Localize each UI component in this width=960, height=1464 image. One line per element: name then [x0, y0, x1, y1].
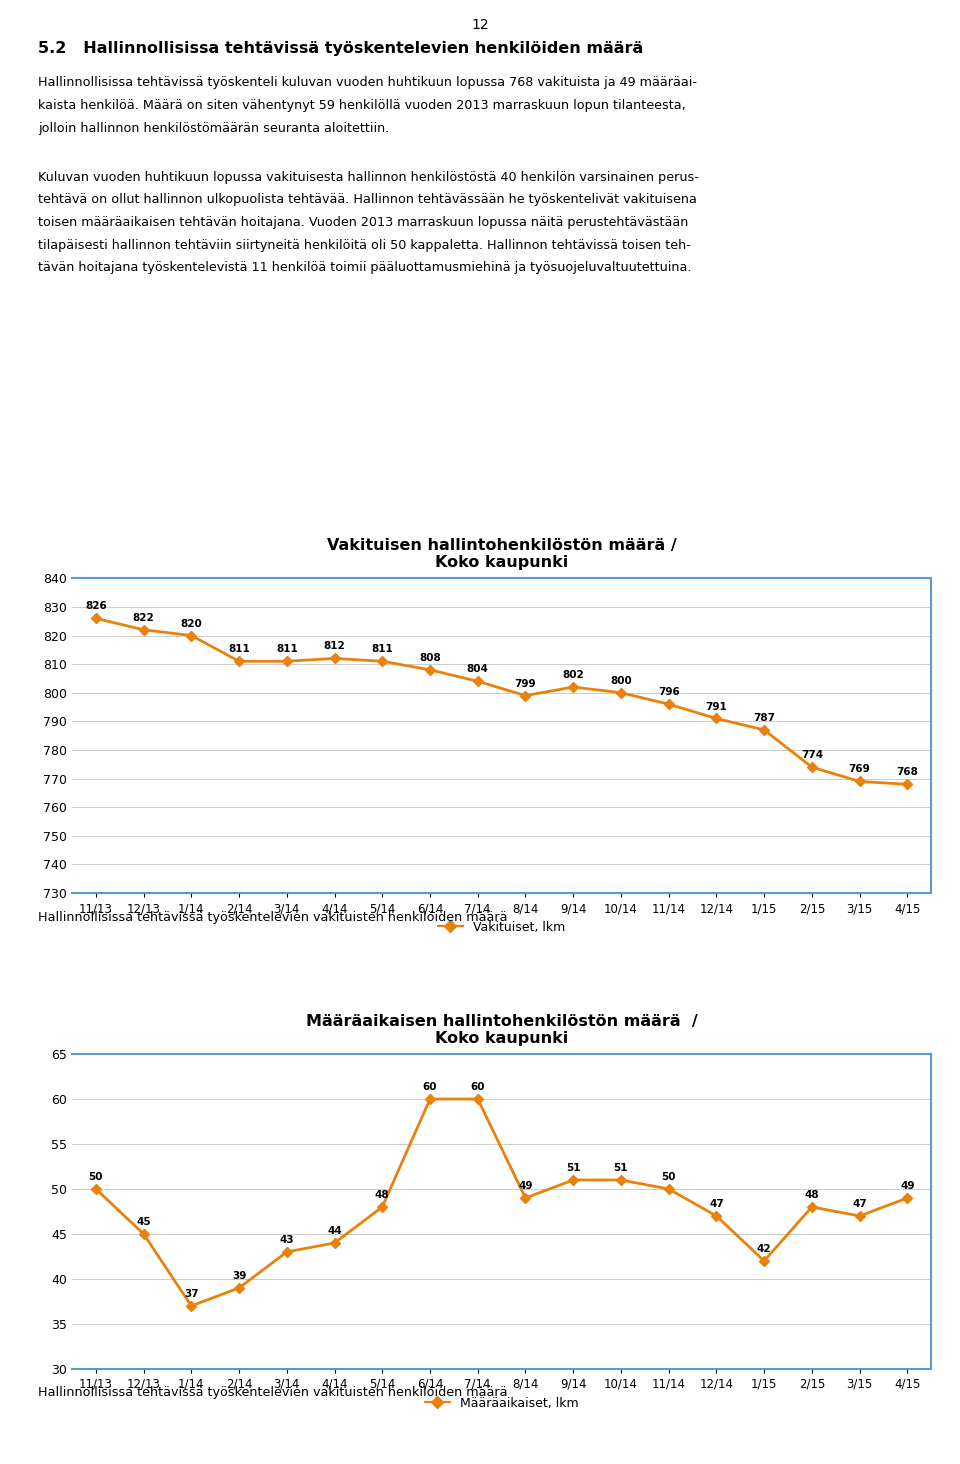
Text: 791: 791: [706, 701, 728, 712]
Text: 768: 768: [897, 767, 919, 777]
Text: 60: 60: [422, 1082, 437, 1092]
Text: 49: 49: [518, 1181, 533, 1192]
Text: 51: 51: [613, 1162, 628, 1173]
Text: 48: 48: [375, 1190, 390, 1200]
Text: 799: 799: [515, 679, 537, 688]
Text: 47: 47: [852, 1199, 867, 1209]
Text: 37: 37: [184, 1288, 199, 1299]
Text: toisen määräaikaisen tehtävän hoitajana. Vuoden 2013 marraskuun lopussa näitä pe: toisen määräaikaisen tehtävän hoitajana.…: [38, 217, 688, 228]
Text: 60: 60: [470, 1082, 485, 1092]
Text: 811: 811: [228, 644, 250, 654]
Text: Kuluvan vuoden huhtikuun lopussa vakituisesta hallinnon henkilöstöstä 40 henkilö: Kuluvan vuoden huhtikuun lopussa vakitui…: [38, 171, 699, 183]
Text: Hallinnollisissa tehtävissä työskentelevien vakituisten henkilöiden määrä: Hallinnollisissa tehtävissä työskentelev…: [38, 1386, 508, 1400]
Text: 812: 812: [324, 641, 346, 651]
Text: 802: 802: [563, 671, 584, 681]
Title: Määräaikaisen hallintohenkilöstön määrä  /
Koko kaupunki: Määräaikaisen hallintohenkilöstön määrä …: [305, 1013, 698, 1045]
Text: kaista henkilöä. Määrä on siten vähentynyt 59 henkilöllä vuoden 2013 marraskuun : kaista henkilöä. Määrä on siten vähentyn…: [38, 100, 686, 111]
Title: Vakituisen hallintohenkilöstön määrä /
Koko kaupunki: Vakituisen hallintohenkilöstön määrä / K…: [326, 537, 677, 569]
Text: 822: 822: [132, 613, 155, 622]
Text: tehtävä on ollut hallinnon ulkopuolista tehtävää. Hallinnon tehtävässään he työs: tehtävä on ollut hallinnon ulkopuolista …: [38, 193, 697, 206]
Text: 51: 51: [566, 1162, 581, 1173]
Text: 44: 44: [327, 1225, 342, 1236]
Text: 49: 49: [900, 1181, 915, 1192]
Text: 50: 50: [661, 1173, 676, 1181]
Text: 787: 787: [754, 713, 775, 723]
Legend: Vakituiset, lkm: Vakituiset, lkm: [433, 915, 570, 938]
Text: 50: 50: [88, 1173, 103, 1181]
Text: tävän hoitajana työskentelevistä 11 henkilöä toimii pääluottamusmiehinä ja työsu: tävän hoitajana työskentelevistä 11 henk…: [38, 262, 692, 274]
Text: 39: 39: [232, 1271, 247, 1281]
Text: Hallinnollisissa tehtävissä työskenteli kuluvan vuoden huhtikuun lopussa 768 vak: Hallinnollisissa tehtävissä työskenteli …: [38, 76, 697, 89]
Text: 47: 47: [709, 1199, 724, 1209]
Text: 811: 811: [276, 644, 298, 654]
Text: jolloin hallinnon henkilöstömäärän seuranta aloitettiin.: jolloin hallinnon henkilöstömäärän seura…: [38, 122, 390, 135]
Text: Hallinnollisissa tehtävissä työskentelevien vakituisten henkilöiden määrä: Hallinnollisissa tehtävissä työskentelev…: [38, 911, 508, 924]
Text: 42: 42: [756, 1244, 772, 1255]
Text: 811: 811: [372, 644, 394, 654]
Text: 43: 43: [279, 1236, 294, 1244]
Text: 800: 800: [610, 676, 632, 685]
Text: 12: 12: [471, 18, 489, 32]
Text: 5.2   Hallinnollisissa tehtävissä työskentelevien henkilöiden määrä: 5.2 Hallinnollisissa tehtävissä työskent…: [38, 41, 643, 56]
Text: 48: 48: [804, 1190, 819, 1200]
Text: 45: 45: [136, 1217, 151, 1227]
Legend: Määräaikaiset, lkm: Määräaikaiset, lkm: [420, 1391, 584, 1414]
Text: 820: 820: [180, 619, 203, 628]
Text: 826: 826: [85, 602, 107, 612]
Text: 769: 769: [849, 764, 871, 774]
Text: 808: 808: [420, 653, 441, 663]
Text: tilapäisesti hallinnon tehtäviin siirtyneitä henkilöitä oli 50 kappaletta. Halli: tilapäisesti hallinnon tehtäviin siirtyn…: [38, 239, 691, 252]
Text: 804: 804: [467, 665, 489, 675]
Text: 774: 774: [801, 750, 823, 760]
Text: 796: 796: [658, 687, 680, 697]
